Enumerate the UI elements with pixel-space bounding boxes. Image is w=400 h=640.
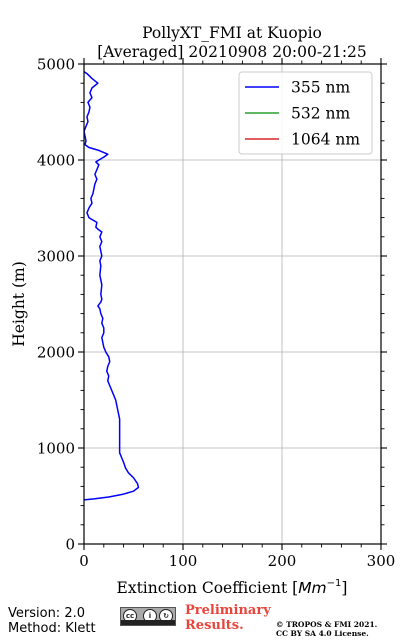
chart-title-line-2: [Averaged] 20210908 20:00-21:25 (97, 43, 367, 61)
y-tick-label: 5000 (37, 56, 75, 74)
data-series (84, 71, 140, 501)
x-axis-label-text: Extinction Coefficient [ (117, 579, 299, 597)
axes-frame (83, 63, 382, 545)
x-tick-label: 300 (367, 552, 396, 570)
preliminary-results-text: Preliminary (185, 603, 271, 618)
y-tick-label: 3000 (37, 248, 75, 266)
license-badge-bar (121, 620, 175, 625)
legend: 355 nm 532 nm 1064 nm (238, 71, 373, 155)
plot-frame (83, 63, 382, 545)
series-line-0 (84, 71, 140, 501)
x-axis-label-exponent: −1 (327, 578, 342, 589)
y-tick-label: 4000 (37, 152, 75, 170)
x-axis-label-unit: Mm (298, 579, 326, 597)
x-axis-label-end: ] (341, 579, 347, 597)
preliminary-results-text-2: Results. (185, 618, 244, 633)
y-axis-label: Height (m) (10, 261, 28, 347)
copyright-text: © TROPOS & FMI 2021. (276, 620, 378, 629)
y-tick-label: 1000 (37, 440, 75, 458)
x-tick-label: 100 (169, 552, 198, 570)
method-text: Method: Klett (8, 621, 96, 636)
legend-box (238, 71, 373, 155)
license-text: CC BY SA 4.0 License. (276, 629, 369, 638)
y-tick-label: 0 (65, 536, 75, 554)
x-tick-label: 0 (79, 552, 89, 570)
version-text: Version: 2.0 (8, 606, 85, 621)
y-tick-label: 2000 (37, 344, 75, 362)
legend-label-0: 355 nm (291, 79, 350, 97)
x-tick-label: 200 (268, 552, 297, 570)
cc-license-badge[interactable]: cc i ↻ (120, 607, 176, 626)
x-axis-label: Extinction Coefficient [Mm−1] (117, 578, 348, 597)
legend-label-2: 1064 nm (291, 131, 360, 149)
chart-title-line-1: PollyXT_FMI at Kuopio (142, 24, 322, 42)
legend-label-1: 532 nm (291, 105, 350, 123)
